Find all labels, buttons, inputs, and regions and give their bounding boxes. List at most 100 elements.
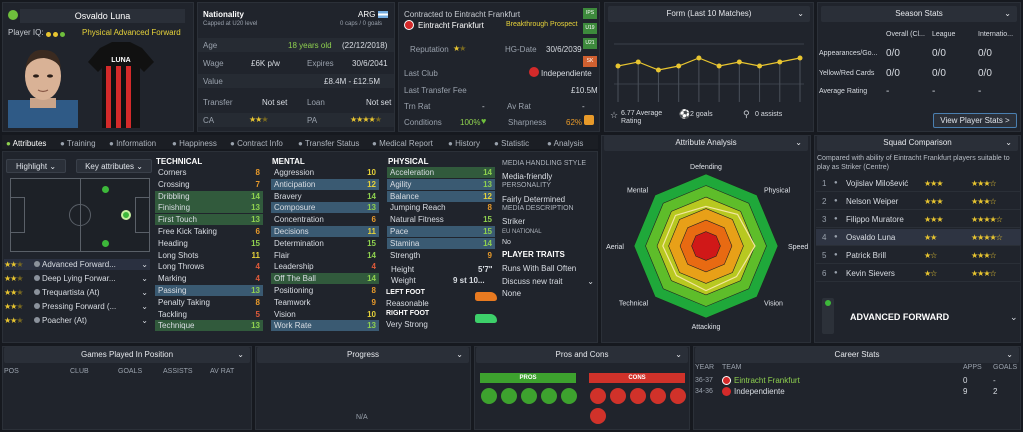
contract-club[interactable]: Eintracht Frankfurt — [418, 21, 484, 30]
attribute-row[interactable]: First Touch 13 — [155, 214, 263, 226]
pro-icon[interactable] — [501, 388, 517, 404]
attribute-row[interactable]: Pace 15 — [387, 226, 495, 237]
tab-happiness[interactable]: ● Happiness — [172, 139, 217, 148]
analysis-header[interactable]: Attribute Analysis ⌄ — [604, 135, 808, 151]
career-team[interactable]: Eintracht Frankfurt — [734, 376, 800, 385]
attribute-row[interactable]: Flair 14 — [271, 250, 379, 261]
attribute-row[interactable]: Stamina 14 — [387, 237, 495, 249]
tab-statistic[interactable]: ● Statistic — [494, 139, 530, 148]
role-row[interactable]: ★★★ Trequartista (At) ⌄ — [4, 287, 150, 298]
attribute-row[interactable]: Aggression 10 — [271, 167, 379, 178]
tab-history[interactable]: ● History — [448, 139, 480, 148]
form-header[interactable]: Form (Last 10 Matches) ⌄ — [608, 6, 810, 22]
attribute-row[interactable]: Free Kick Taking 6 — [155, 226, 263, 237]
tab-analysis[interactable]: ● Analysis — [547, 139, 584, 148]
games-header[interactable]: Games Played In Position ⌄ — [4, 347, 250, 363]
attribute-row[interactable]: Off The Ball 14 — [271, 273, 379, 285]
squad-player-row[interactable]: 2 ● Nelson Weiper ★★★ ★★★☆ — [816, 193, 1021, 210]
squad-player-row[interactable]: 3 ● Filippo Muratore ★★★ ★★★★☆ — [816, 211, 1021, 228]
progress-header[interactable]: Progress ⌄ — [257, 347, 469, 363]
attribute-row[interactable]: Leadership 4 — [271, 261, 379, 272]
transfer-value[interactable]: Not set — [262, 98, 288, 107]
chevron-down-icon[interactable]: ⌄ — [1010, 312, 1018, 322]
pros-cons-header[interactable]: Pros and Cons ⌄ — [476, 347, 688, 363]
squad-player-row[interactable]: 6 ● Kevin Sievers ★☆ ★★★☆ — [816, 265, 1021, 282]
form-point[interactable] — [777, 59, 783, 65]
form-point[interactable] — [736, 59, 742, 65]
pro-icon[interactable] — [541, 388, 557, 404]
attribute-row[interactable]: Long Shots 11 — [155, 250, 263, 261]
attribute-row[interactable]: Balance 12 — [387, 190, 495, 202]
attribute-row[interactable]: Technique 13 — [155, 320, 263, 332]
attribute-row[interactable]: Teamwork 9 — [271, 297, 379, 308]
season-header[interactable]: Season Stats ⌄ — [821, 6, 1017, 22]
attribute-row[interactable]: Crossing 7 — [155, 179, 263, 190]
attribute-row[interactable]: Agility 13 — [387, 178, 495, 190]
attribute-row[interactable]: Dribbling 14 — [155, 190, 263, 202]
attribute-row[interactable]: Jumping Reach 8 — [387, 202, 495, 213]
none-value: None — [502, 289, 522, 298]
squad-player-row[interactable]: 5 ● Patrick Brill ★☆ ★★★☆ — [816, 247, 1021, 264]
form-point[interactable] — [716, 63, 722, 69]
form-point[interactable] — [797, 55, 803, 61]
squad-player-row[interactable]: 1 ● Vojislav Milošević ★★★ ★★★☆ — [816, 175, 1021, 192]
loan-value[interactable]: Not set — [366, 98, 392, 107]
attribute-row[interactable]: Positioning 8 — [271, 285, 379, 296]
view-player-stats-button[interactable]: View Player Stats > — [933, 113, 1017, 128]
tab-training[interactable]: ● Training — [60, 139, 96, 148]
attribute-row[interactable]: Vision 10 — [271, 309, 379, 320]
key-attributes-dropdown[interactable]: Key attributes ⌄ — [76, 159, 152, 173]
attribute-row[interactable]: Tackling 5 — [155, 309, 263, 320]
discuss-trait-dropdown[interactable]: Discuss new trait ⌄ — [502, 277, 594, 286]
attribute-row[interactable]: Finishing 13 — [155, 202, 263, 214]
attribute-row[interactable]: Composure 13 — [271, 202, 379, 214]
form-point[interactable] — [676, 63, 682, 69]
squad-player-row[interactable]: 4 ● Osvaldo Luna ★★ ★★★★☆ — [816, 229, 1021, 246]
role-stars: ★★★ — [4, 260, 24, 269]
attribute-row[interactable]: Strength 9 — [387, 250, 495, 261]
attribute-row[interactable]: Corners 8 — [155, 167, 263, 178]
form-point[interactable] — [635, 59, 641, 65]
attribute-row[interactable]: Heading 15 — [155, 238, 263, 249]
attribute-row[interactable]: Decisions 11 — [271, 226, 379, 237]
form-point[interactable] — [757, 63, 763, 69]
con-icon[interactable] — [630, 388, 646, 404]
attribute-row[interactable]: Natural Fitness 15 — [387, 214, 495, 225]
career-header[interactable]: Career Stats ⌄ — [695, 347, 1019, 363]
last-club-value[interactable]: Independiente — [541, 69, 592, 78]
attribute-row[interactable]: Long Throws 4 — [155, 261, 263, 272]
form-point[interactable] — [615, 63, 621, 69]
career-team[interactable]: Independiente — [734, 387, 785, 396]
role-row[interactable]: ★★★ Poacher (At) ⌄ — [4, 315, 150, 326]
attribute-row[interactable]: Marking 4 — [155, 273, 263, 284]
squad-header[interactable]: Squad Comparison ⌄ — [817, 135, 1018, 151]
tab-medical-report[interactable]: ● Medical Report — [372, 139, 433, 148]
attribute-row[interactable]: Acceleration 14 — [387, 167, 495, 178]
con-icon[interactable] — [670, 388, 686, 404]
con-icon[interactable] — [610, 388, 626, 404]
con-icon[interactable] — [590, 388, 606, 404]
tab-information[interactable]: ● Information — [109, 139, 157, 148]
form-point[interactable] — [655, 67, 661, 73]
attribute-row[interactable]: Passing 13 — [155, 285, 263, 296]
pro-icon[interactable] — [521, 388, 537, 404]
con-icon[interactable] — [650, 388, 666, 404]
highlight-dropdown[interactable]: Highlight ⌄ — [6, 159, 66, 173]
attribute-row[interactable]: Work Rate 13 — [271, 320, 379, 332]
role-row[interactable]: ★★★ Pressing Forward (... ⌄ — [4, 301, 150, 312]
tab-contract-info[interactable]: ● Contract Info — [230, 139, 283, 148]
form-point[interactable] — [696, 55, 702, 61]
role-row[interactable]: ★★★ Deep Lying Forwar... ⌄ — [4, 273, 150, 284]
attribute-row[interactable]: Penalty Taking 8 — [155, 297, 263, 308]
role-row[interactable]: ★★★ Advanced Forward... ⌄ — [4, 259, 150, 270]
con-icon[interactable] — [590, 408, 606, 424]
pro-icon[interactable] — [481, 388, 497, 404]
attribute-name: Off The Ball — [274, 274, 316, 284]
attribute-row[interactable]: Concentration 6 — [271, 214, 379, 225]
attribute-row[interactable]: Bravery 14 — [271, 191, 379, 202]
attribute-row[interactable]: Anticipation 12 — [271, 178, 379, 190]
tab-transfer-status[interactable]: ● Transfer Status — [298, 139, 360, 148]
attribute-row[interactable]: Determination 15 — [271, 238, 379, 249]
tab-attributes[interactable]: ● Attributes — [6, 139, 47, 148]
pro-icon[interactable] — [561, 388, 577, 404]
